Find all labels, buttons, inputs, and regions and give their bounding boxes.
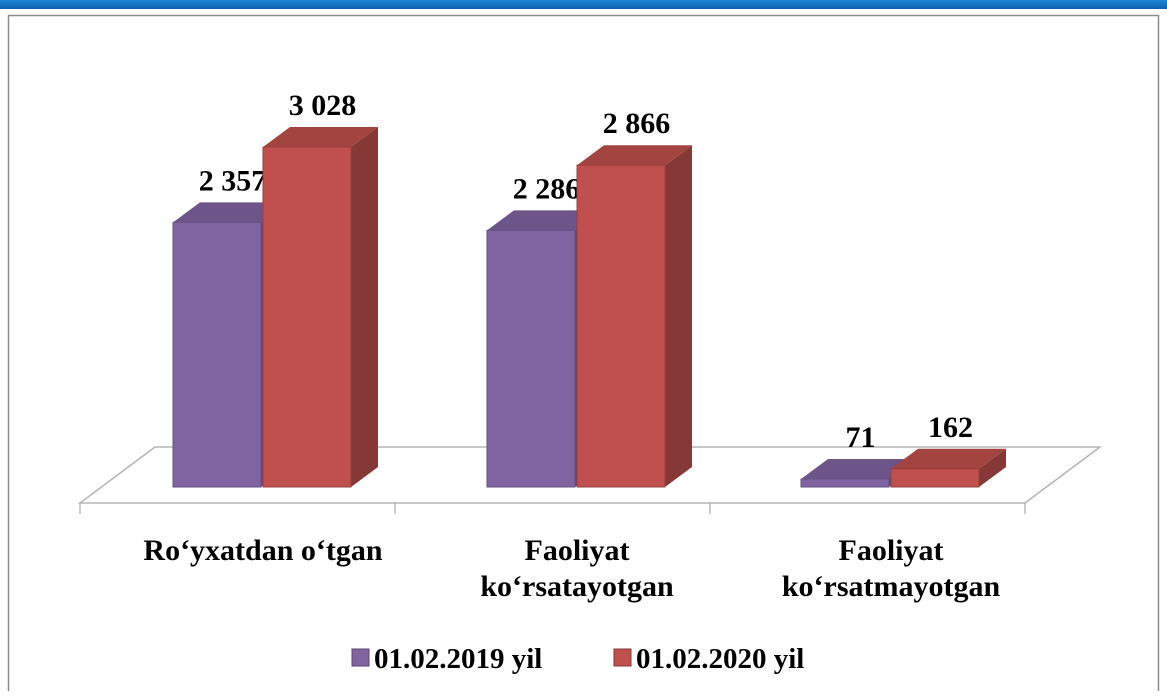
bar-top xyxy=(577,145,692,166)
x-tick-label: ko‘rsatmayotgan xyxy=(782,570,1001,603)
bar xyxy=(172,221,262,488)
bar xyxy=(800,478,890,488)
data-label: 71 xyxy=(846,421,876,454)
bar xyxy=(890,468,980,488)
x-tick-label: Ro‘yxatdan o‘tgan xyxy=(143,534,382,567)
data-label: 2 357 xyxy=(199,164,267,197)
x-ticks xyxy=(79,503,1026,514)
data-label: 3 028 xyxy=(289,89,357,122)
bar-top xyxy=(891,448,1006,469)
bar-top xyxy=(263,127,378,147)
bar-top xyxy=(173,202,288,223)
bar-top xyxy=(801,459,916,480)
bar-top xyxy=(487,210,602,231)
x-tick-label: ko‘rsatayotgan xyxy=(480,570,674,603)
bar-side xyxy=(665,145,692,487)
header-bar xyxy=(0,0,1167,9)
bar-side xyxy=(979,448,1006,487)
bar-side xyxy=(351,127,378,487)
legend-label: 01.02.2019 yil xyxy=(374,643,542,675)
x-tick-label: Faoliyat xyxy=(525,534,630,567)
x-tick-label: Faoliyat xyxy=(839,534,944,567)
legend-label: 01.02.2020 yil xyxy=(636,643,804,675)
bar xyxy=(262,146,352,488)
data-label: 2 286 xyxy=(513,172,581,205)
data-label: 2 866 xyxy=(603,107,671,140)
data-label: 162 xyxy=(928,411,973,444)
legend-swatch xyxy=(613,648,632,667)
bar xyxy=(576,164,666,488)
bar xyxy=(486,229,576,488)
legend-swatch xyxy=(351,648,370,667)
